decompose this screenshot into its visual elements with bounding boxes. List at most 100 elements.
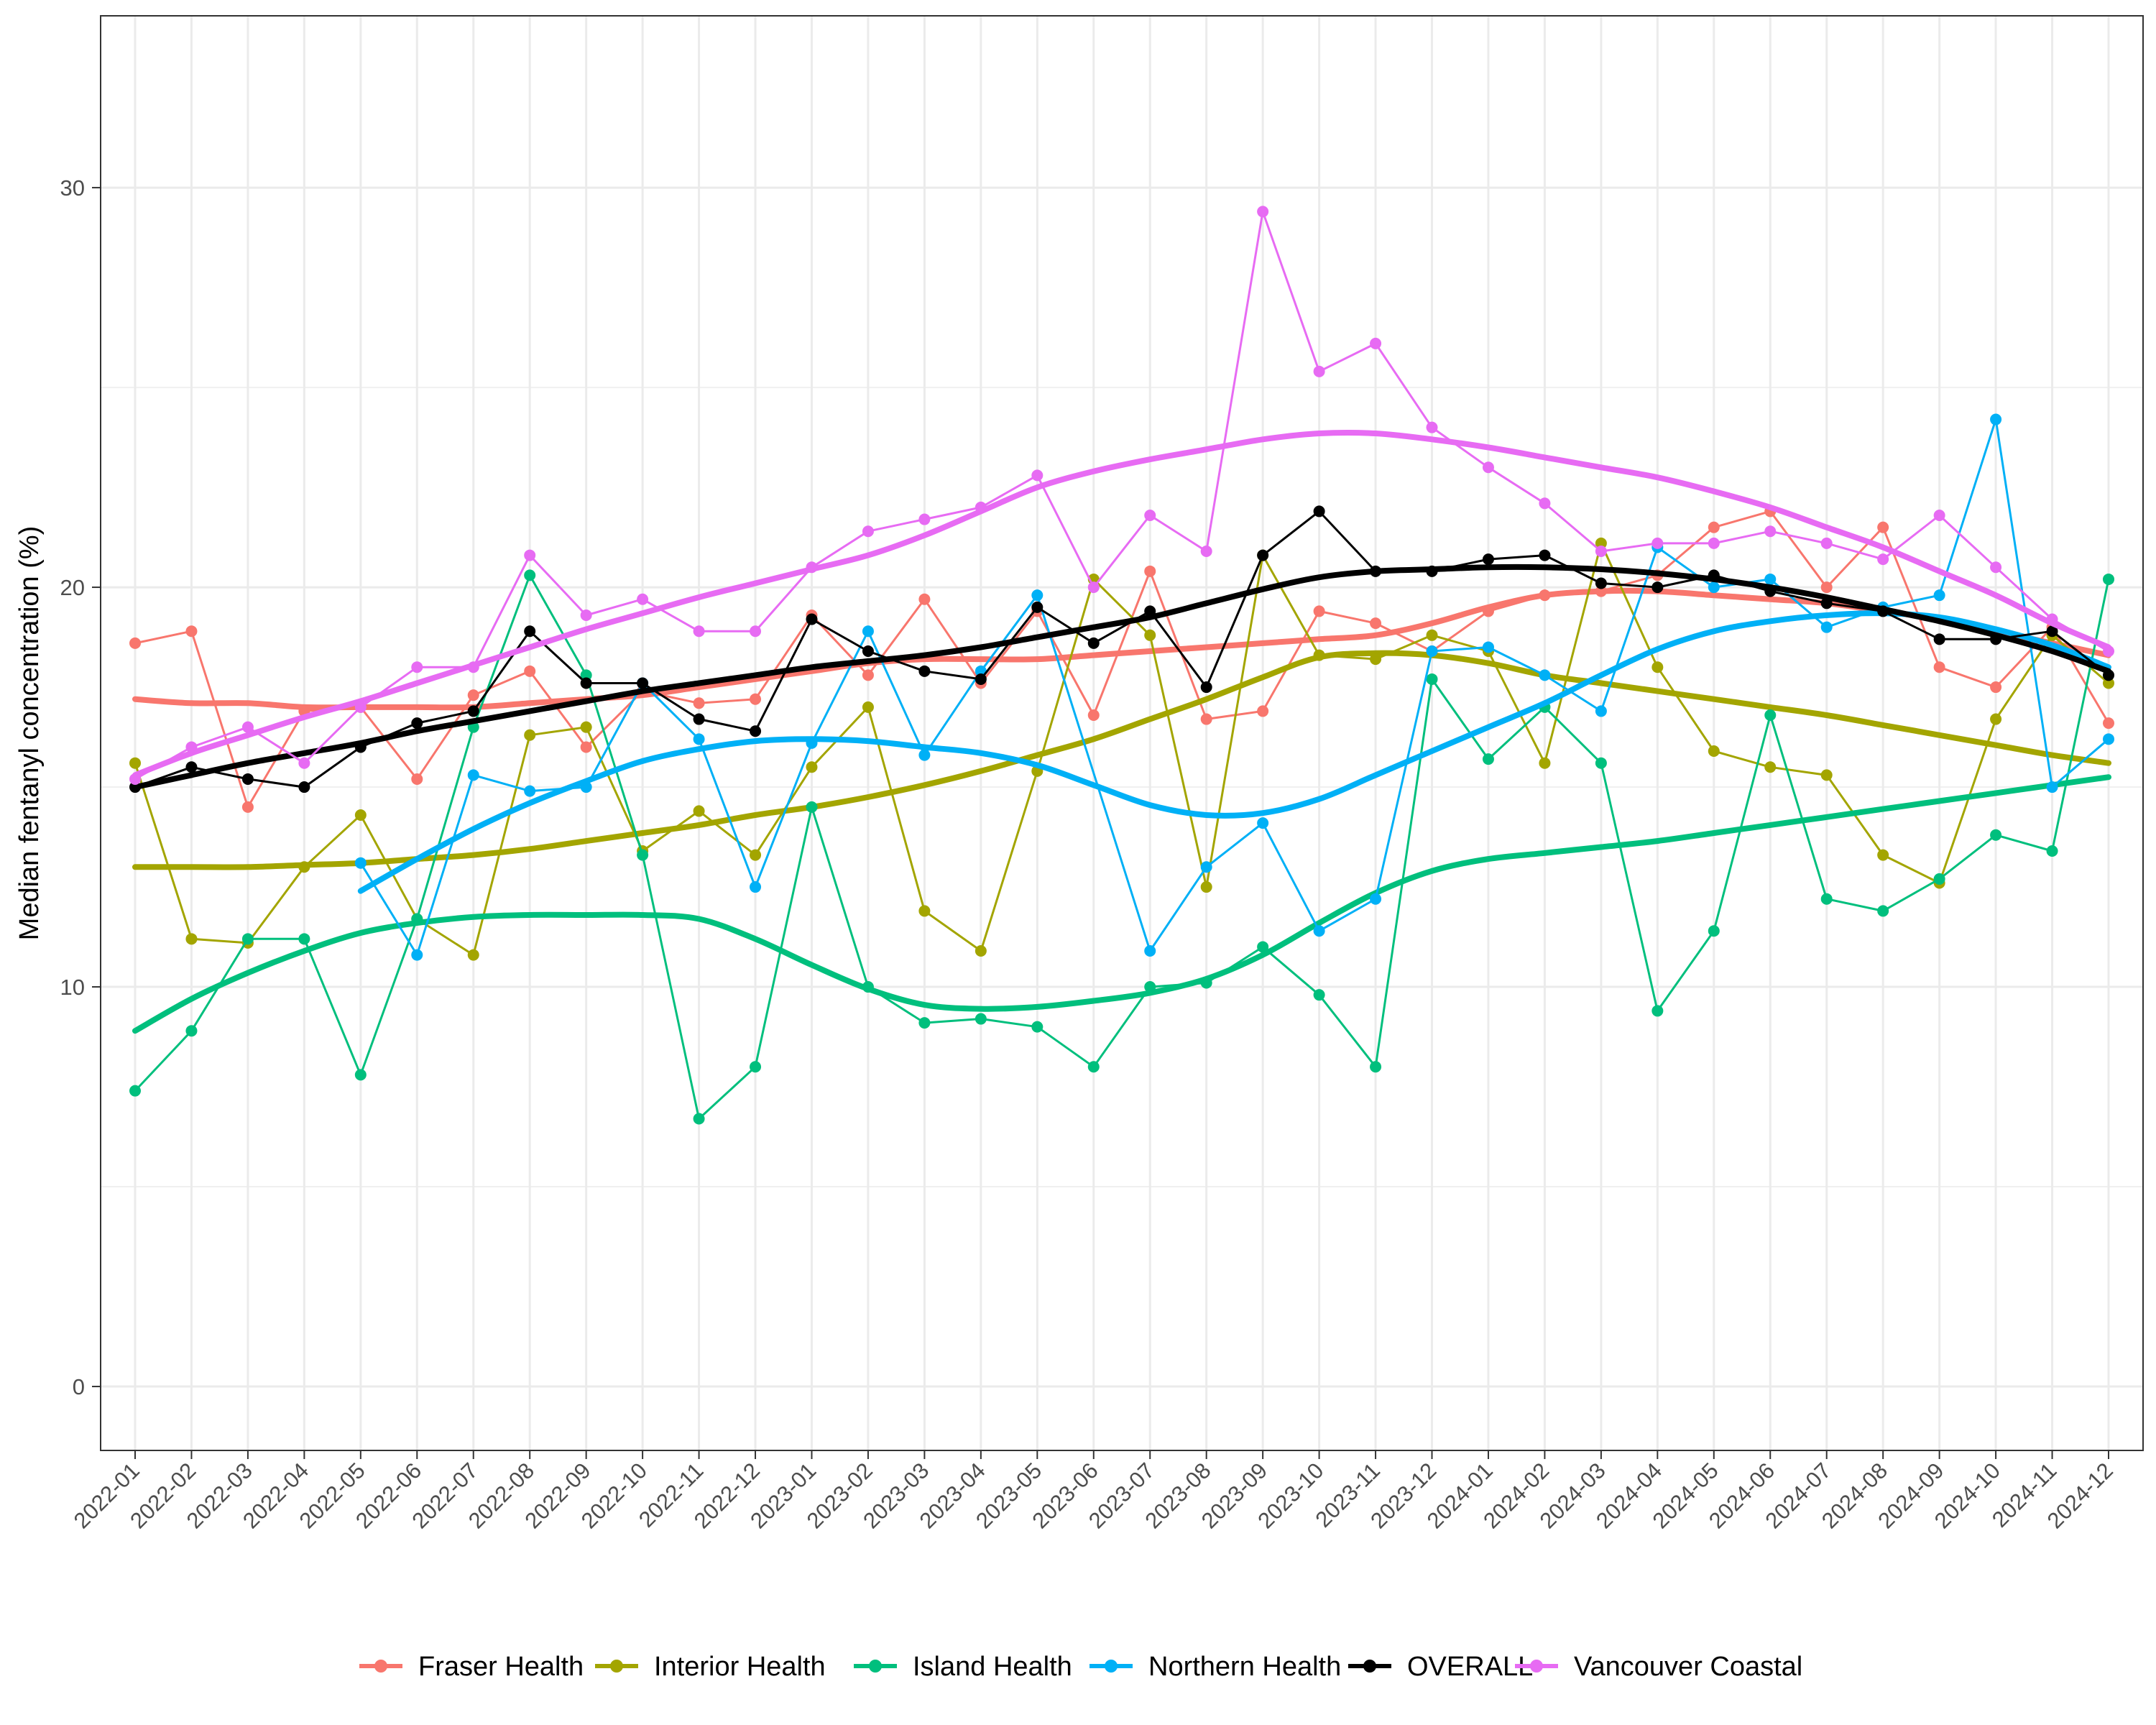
- data-point: [975, 501, 987, 513]
- data-point: [862, 625, 874, 638]
- data-point: [1539, 757, 1551, 769]
- data-point: [1595, 546, 1607, 558]
- trend-line: [132, 650, 2111, 870]
- legend-key-point: [869, 1660, 882, 1673]
- plot-panel: [100, 15, 2144, 1451]
- data-point: [467, 705, 479, 717]
- data-point: [2046, 845, 2058, 857]
- data-point: [1370, 653, 1382, 666]
- data-point: [750, 693, 762, 705]
- data-point: [1031, 1021, 1044, 1033]
- y-tick-label: 30: [60, 175, 85, 201]
- data-point: [637, 593, 649, 605]
- data-point: [1708, 581, 1720, 594]
- data-point: [580, 781, 592, 794]
- data-point: [129, 781, 141, 794]
- data-point: [1877, 521, 1889, 533]
- series-line: [134, 510, 2109, 788]
- data-point: [354, 857, 367, 869]
- data-point: [241, 933, 254, 945]
- data-point: [1651, 581, 1664, 594]
- data-point: [1708, 521, 1720, 533]
- series-layer: [129, 206, 2114, 1125]
- data-point: [806, 737, 818, 749]
- data-point: [975, 673, 987, 685]
- data-point: [298, 781, 310, 794]
- data-point: [1990, 829, 2002, 841]
- data-point: [1313, 365, 1325, 377]
- data-point: [1877, 605, 1889, 617]
- legend-item-island-health: Island Health: [854, 1652, 1072, 1682]
- data-point: [1990, 633, 2002, 645]
- data-point: [524, 549, 536, 561]
- data-point: [467, 769, 479, 781]
- data-point: [185, 741, 198, 753]
- data-point: [1933, 873, 1945, 885]
- data-point: [1651, 537, 1664, 549]
- data-point: [354, 741, 367, 753]
- legend-key-point: [610, 1660, 623, 1673]
- data-point: [1933, 509, 1945, 521]
- data-point: [1595, 577, 1607, 589]
- data-point: [1031, 469, 1044, 482]
- data-point: [806, 801, 818, 813]
- data-point: [298, 933, 310, 945]
- data-point: [1990, 681, 2002, 694]
- data-point: [1708, 537, 1720, 549]
- data-point: [806, 561, 818, 574]
- data-point: [862, 525, 874, 538]
- data-point: [2103, 645, 2114, 658]
- data-point: [524, 729, 536, 741]
- data-point: [1708, 745, 1720, 758]
- data-point: [693, 625, 705, 638]
- data-point: [524, 785, 536, 797]
- data-point: [1370, 565, 1382, 577]
- data-point: [750, 625, 762, 638]
- data-point: [129, 637, 141, 649]
- legend-item-fraser-health: Fraser Health: [359, 1652, 584, 1682]
- data-point: [411, 949, 423, 961]
- data-point: [1370, 893, 1382, 905]
- series-vancouver-coastal: [129, 206, 2114, 785]
- data-point: [298, 757, 310, 769]
- data-point: [1990, 413, 2002, 426]
- legend-label: Vancouver Coastal: [1574, 1652, 1802, 1682]
- data-point: [1539, 497, 1551, 510]
- data-point: [1200, 977, 1212, 989]
- data-point: [1257, 206, 1269, 218]
- data-point: [129, 1085, 141, 1097]
- data-point: [129, 773, 141, 785]
- data-point: [1031, 589, 1044, 602]
- data-point: [1370, 1061, 1382, 1073]
- data-point: [298, 861, 310, 873]
- data-point: [1313, 989, 1325, 1001]
- data-point: [580, 669, 592, 681]
- data-point: [1144, 945, 1156, 957]
- trend-line: [132, 564, 2111, 791]
- data-point: [411, 717, 423, 730]
- data-point: [1539, 549, 1551, 561]
- data-point: [1426, 565, 1438, 577]
- data-point: [1200, 713, 1212, 725]
- data-point: [1257, 941, 1269, 953]
- data-point: [1087, 581, 1100, 594]
- data-point: [1990, 561, 2002, 574]
- data-point: [1764, 585, 1777, 597]
- plot-panel-border: [100, 15, 2144, 1451]
- legend-item-vancouver-coastal: Vancouver Coastal: [1515, 1652, 1802, 1682]
- data-point: [862, 669, 874, 681]
- data-point: [1933, 633, 1945, 645]
- data-point: [918, 905, 931, 917]
- data-point: [693, 713, 705, 725]
- data-point: [1595, 705, 1607, 717]
- data-point: [354, 1069, 367, 1081]
- data-point: [1651, 1005, 1664, 1017]
- y-axis-title: Median fentanyl concentration (%): [14, 526, 45, 941]
- data-point: [1933, 661, 1945, 673]
- trend-line: [132, 429, 2111, 778]
- legend: Fraser Health Interior Health Island Healt…: [359, 1652, 1802, 1682]
- data-point: [185, 1025, 198, 1037]
- data-point: [918, 1017, 931, 1029]
- data-point: [1877, 849, 1889, 861]
- data-point: [918, 665, 931, 677]
